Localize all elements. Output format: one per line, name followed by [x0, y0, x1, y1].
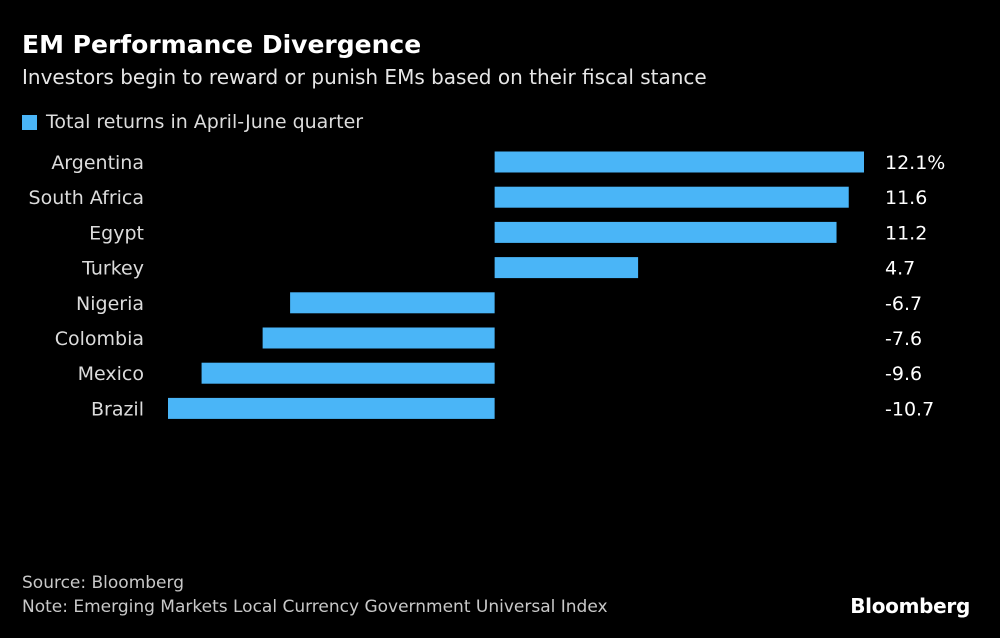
value-label: -9.6 [885, 363, 922, 385]
bar-colombia [262, 327, 495, 349]
category-label: Argentina [51, 152, 144, 174]
category-label: Egypt [89, 222, 144, 244]
value-label: -7.6 [885, 328, 922, 350]
category-label: Brazil [91, 398, 144, 420]
value-label: -10.7 [885, 398, 934, 420]
category-label: South Africa [29, 187, 144, 209]
value-label: -6.7 [885, 293, 922, 315]
source-note: Source: Bloomberg [22, 573, 184, 593]
bloomberg-logo: Bloomberg [850, 594, 970, 618]
chart-title: EM Performance Divergence [22, 30, 422, 59]
bar-argentina [494, 151, 864, 173]
index-note: Note: Emerging Markets Local Currency Go… [22, 597, 608, 617]
value-label: 11.6 [885, 187, 927, 209]
category-label: Colombia [55, 328, 144, 350]
value-label: 4.7 [885, 258, 915, 280]
legend: Total returns in April-June quarter [22, 111, 363, 133]
bar-south-africa [494, 186, 849, 208]
bar-brazil [168, 397, 495, 419]
chart-subtitle: Investors begin to reward or punish EMs … [22, 65, 707, 89]
category-label: Nigeria [76, 293, 144, 315]
value-label: 12.1% [885, 152, 945, 174]
legend-swatch [22, 114, 37, 130]
category-label: Mexico [78, 363, 144, 385]
legend-label: Total returns in April-June quarter [46, 111, 364, 133]
bar-egypt [494, 221, 837, 243]
bar-nigeria [290, 292, 495, 314]
bar-turkey [494, 257, 639, 279]
value-label: 11.2 [885, 222, 927, 244]
bar-mexico [201, 362, 495, 384]
category-label: Turkey [81, 258, 144, 280]
